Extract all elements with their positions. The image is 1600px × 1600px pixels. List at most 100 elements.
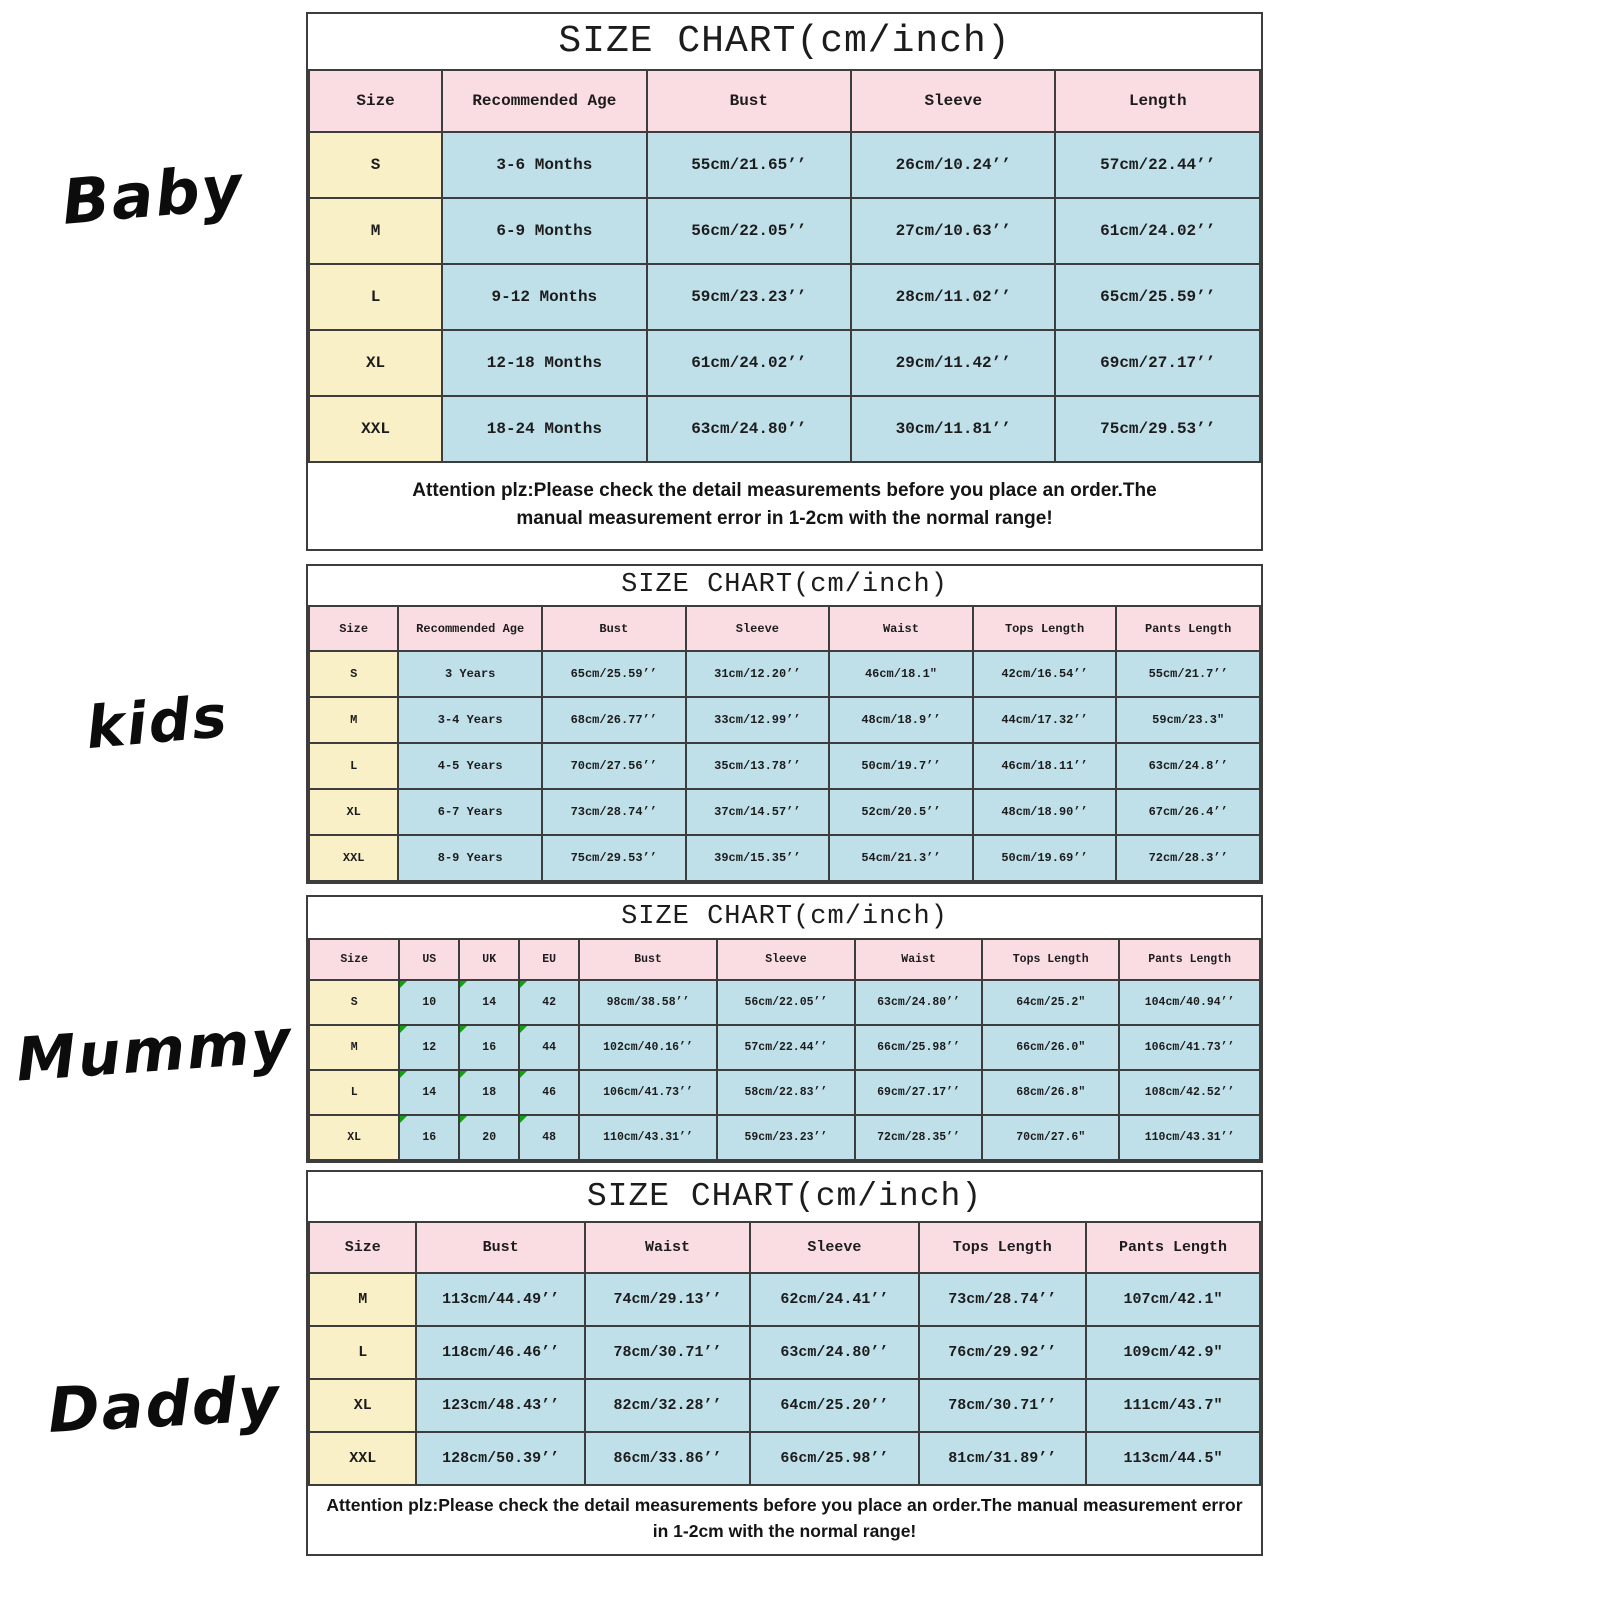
value-cell: 54cm/21.3’’: [828, 834, 974, 882]
value-cell: 110cm/43.31’’: [578, 1114, 718, 1161]
value-cell: 37cm/14.57’’: [684, 788, 831, 836]
table-row: XXL 8-9 Years 75cm/29.53’’ 39cm/15.35’’ 54cm…: [307, 834, 1261, 882]
column-header: Sleeve: [715, 938, 856, 981]
table-row: XL 16 20 48 110cm/43.31’’ 59cm/23.23’’ 72cm/28…: [307, 1114, 1261, 1161]
value-cell: 63cm/24.8’’: [1115, 742, 1261, 790]
table-body: S 3-6 Months 55cm/21.65’’ 26cm/10.24’’ 57cm/…: [307, 131, 1261, 463]
size-cell: L: [307, 263, 444, 331]
attention-note: Attention plz:Please check the detail me…: [326, 1495, 1243, 1541]
column-header: Size: [307, 938, 401, 981]
value-cell: 82cm/32.28’’: [583, 1378, 752, 1433]
value-cell: 18-24 Months: [441, 395, 648, 463]
value-cell: 109cm/42.9″: [1084, 1325, 1262, 1380]
value-cell: 42cm/16.54’’: [971, 650, 1118, 698]
value-cell: 104cm/40.94’’: [1118, 979, 1261, 1026]
table-row: XL 12-18 Months 61cm/24.02’’ 29cm/11.42’’ 69…: [307, 329, 1261, 397]
size-cell: XXL: [307, 1431, 418, 1486]
size-chart-mummy: SIZE CHART(cm/inch) Size US UK EU Bust Sleeve…: [306, 895, 1263, 1163]
value-cell: 73cm/28.74’’: [540, 788, 687, 836]
table-row: M 113cm/44.49’’ 74cm/29.13’’ 62cm/24.41’’ 73…: [307, 1272, 1262, 1327]
value-cell: 8-9 Years: [397, 834, 543, 882]
value-cell: 44: [518, 1024, 581, 1071]
chart-title: SIZE CHART(cm/inch): [558, 20, 1011, 63]
value-cell: 14: [398, 1069, 461, 1116]
value-cell: 111cm/43.7″: [1084, 1378, 1262, 1433]
value-cell: 67cm/26.4’’: [1115, 788, 1261, 836]
table-row: L 14 18 46 106cm/41.73’’ 58cm/22.83’’ 69cm/27.…: [307, 1069, 1261, 1116]
value-cell: 78cm/30.71’’: [583, 1325, 752, 1380]
value-cell: 63cm/24.80’’: [853, 979, 984, 1026]
value-cell: 61cm/24.02’’: [1054, 197, 1261, 265]
value-cell: 33cm/12.99’’: [684, 696, 831, 744]
column-header: Size: [307, 605, 400, 652]
value-cell: 64cm/25.20’’: [749, 1378, 920, 1433]
header-row: Size US UK EU Bust Sleeve Waist Tops Length Pant…: [307, 938, 1261, 981]
value-cell: 16: [398, 1114, 461, 1161]
column-header: Tops Length: [917, 1221, 1087, 1274]
header-row: Size Recommended Age Bust Sleeve Length: [307, 69, 1261, 133]
table-body: S 10 14 42 98cm/38.58’’ 56cm/22.05’’ 63cm/24.8…: [307, 979, 1261, 1161]
value-cell: 98cm/38.58’’: [578, 979, 718, 1026]
attention-note: Attention plz:Please check the detail me…: [412, 480, 1157, 529]
value-cell: 66cm/26.0″: [981, 1024, 1121, 1071]
table-header: Size US UK EU Bust Sleeve Waist Tops Length Pant…: [307, 938, 1261, 981]
group-label-mummy: Mummy: [13, 1006, 295, 1096]
value-cell: 27cm/10.63’’: [850, 197, 1057, 265]
column-header: Size: [307, 1221, 418, 1274]
value-cell: 3-6 Months: [441, 131, 648, 199]
value-cell: 50cm/19.7’’: [828, 742, 974, 790]
table-row: XXL 18-24 Months 63cm/24.80’’ 30cm/11.81’’ 7…: [307, 395, 1261, 463]
value-cell: 3 Years: [397, 650, 543, 698]
column-header: Bust: [415, 1221, 586, 1274]
value-cell: 65cm/25.59’’: [1054, 263, 1261, 331]
value-cell: 50cm/19.69’’: [971, 834, 1118, 882]
size-table-daddy: Size Bust Waist Sleeve Tops Length Pants Leng…: [307, 1221, 1262, 1486]
size-cell: XL: [307, 1114, 401, 1161]
group-label-baby: Baby: [59, 150, 247, 239]
column-header: US: [398, 938, 461, 981]
value-cell: 68cm/26.8″: [981, 1069, 1121, 1116]
value-cell: 63cm/24.80’’: [645, 395, 853, 463]
value-cell: 48: [518, 1114, 581, 1161]
value-cell: 86cm/33.86’’: [583, 1431, 752, 1486]
value-cell: 46cm/18.1″: [828, 650, 974, 698]
value-cell: 73cm/28.74’’: [917, 1272, 1087, 1327]
column-header: Waist: [583, 1221, 752, 1274]
value-cell: 30cm/11.81’’: [850, 395, 1057, 463]
value-cell: 56cm/22.05’’: [645, 197, 853, 265]
column-header: Recommended Age: [397, 605, 543, 652]
size-cell: M: [307, 696, 400, 744]
value-cell: 46cm/18.11’’: [971, 742, 1118, 790]
value-cell: 35cm/13.78’’: [684, 742, 831, 790]
table-row: L 9-12 Months 59cm/23.23’’ 28cm/11.02’’ 65cm…: [307, 263, 1261, 331]
column-header: EU: [518, 938, 581, 981]
value-cell: 62cm/24.41’’: [749, 1272, 920, 1327]
value-cell: 4-5 Years: [397, 742, 543, 790]
value-cell: 66cm/25.98’’: [853, 1024, 984, 1071]
value-cell: 76cm/29.92’’: [917, 1325, 1087, 1380]
size-cell: L: [307, 1069, 401, 1116]
column-header: UK: [458, 938, 521, 981]
size-cell: L: [307, 1325, 418, 1380]
value-cell: 69cm/27.17’’: [853, 1069, 984, 1116]
value-cell: 75cm/29.53’’: [1054, 395, 1261, 463]
column-header: Recommended Age: [441, 69, 648, 133]
value-cell: 63cm/24.80’’: [749, 1325, 920, 1380]
table-row: M 3-4 Years 68cm/26.77’’ 33cm/12.99’’ 48cm/1…: [307, 696, 1261, 744]
value-cell: 81cm/31.89’’: [917, 1431, 1087, 1486]
table-row: S 3-6 Months 55cm/21.65’’ 26cm/10.24’’ 57cm/…: [307, 131, 1261, 199]
value-cell: 55cm/21.65’’: [645, 131, 853, 199]
chart-title: SIZE CHART(cm/inch): [621, 902, 948, 932]
value-cell: 128cm/50.39’’: [415, 1431, 586, 1486]
value-cell: 57cm/22.44’’: [1054, 131, 1261, 199]
header-row: Size Recommended Age Bust Sleeve Waist Tops L…: [307, 605, 1261, 652]
size-table-baby: Size Recommended Age Bust Sleeve Length S 3-6…: [307, 69, 1261, 463]
group-label-kids: kids: [83, 681, 232, 763]
value-cell: 65cm/25.59’’: [540, 650, 687, 698]
column-header: Pants Length: [1115, 605, 1261, 652]
value-cell: 59cm/23.23’’: [645, 263, 853, 331]
column-header: Size: [307, 69, 444, 133]
table-body: M 113cm/44.49’’ 74cm/29.13’’ 62cm/24.41’’ 73…: [307, 1272, 1262, 1486]
value-cell: 66cm/25.98’’: [749, 1431, 920, 1486]
